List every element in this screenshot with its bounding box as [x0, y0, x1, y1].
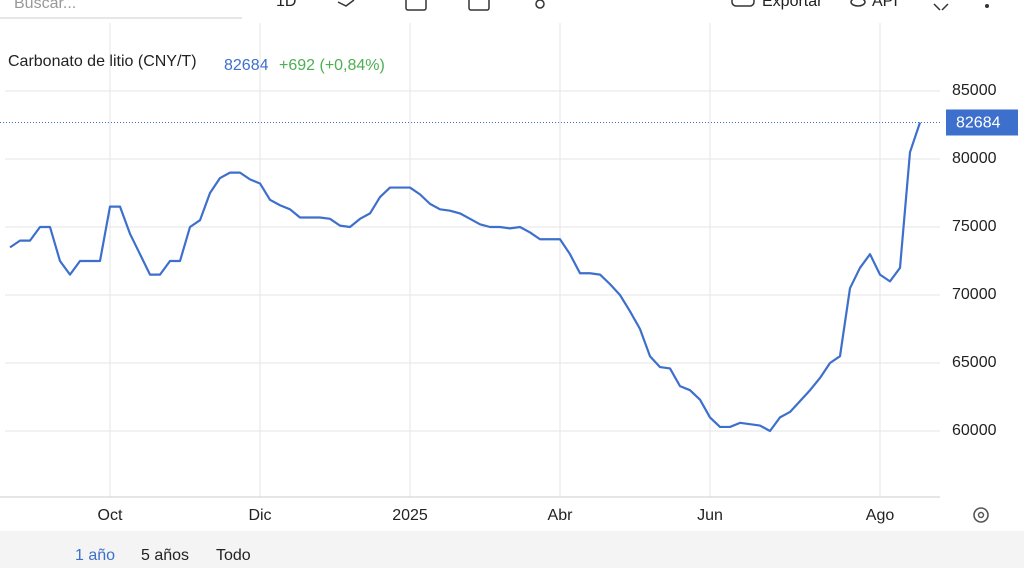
price-line	[9, 122, 922, 433]
y-tick-label: 60000	[952, 422, 997, 439]
x-tick-label: 2025	[392, 507, 428, 524]
square-icon[interactable]	[405, 0, 427, 11]
y-tick-label: 85000	[952, 82, 997, 99]
api-button[interactable]: API	[872, 0, 898, 10]
last-price-label: 82684	[956, 115, 1001, 132]
range-bar	[0, 531, 1024, 568]
x-tick-label: Oct	[98, 507, 123, 524]
x-tick-label: Ago	[866, 507, 895, 524]
y-tick-label: 75000	[952, 218, 997, 235]
range-button[interactable]: Todo	[216, 547, 251, 564]
last-value: 82684	[224, 57, 269, 74]
search-input[interactable]: Buscar...	[14, 0, 76, 12]
api-icon[interactable]	[850, 0, 866, 7]
last-price-box	[946, 109, 1018, 136]
x-tick-label: Abr	[548, 507, 574, 524]
link-icon[interactable]	[535, 0, 545, 9]
range-button[interactable]: 5 años	[141, 547, 189, 564]
fullscreen-icon[interactable]	[933, 3, 949, 11]
x-tick-label: Jun	[697, 507, 723, 524]
chart-title: Carbonato de litio (CNY/T)	[8, 53, 197, 70]
range-button[interactable]: 1 año	[75, 547, 115, 564]
export-button[interactable]: Exportar	[762, 0, 823, 10]
settings-ring[interactable]	[973, 507, 989, 523]
draw-icon[interactable]	[337, 0, 355, 7]
change: +692 (+0,84%)	[279, 57, 385, 74]
y-tick-label: 70000	[952, 286, 997, 303]
export-icon[interactable]	[731, 0, 755, 7]
add-icon[interactable]	[468, 0, 490, 11]
x-tick-label: Dic	[248, 507, 271, 524]
y-tick-label: 65000	[952, 354, 997, 371]
settings-hub[interactable]	[977, 511, 985, 519]
menu-icon[interactable]	[985, 4, 989, 8]
period-button[interactable]: 1D	[276, 0, 296, 10]
settings-icon[interactable]	[973, 507, 989, 523]
y-tick-label: 80000	[952, 150, 997, 167]
